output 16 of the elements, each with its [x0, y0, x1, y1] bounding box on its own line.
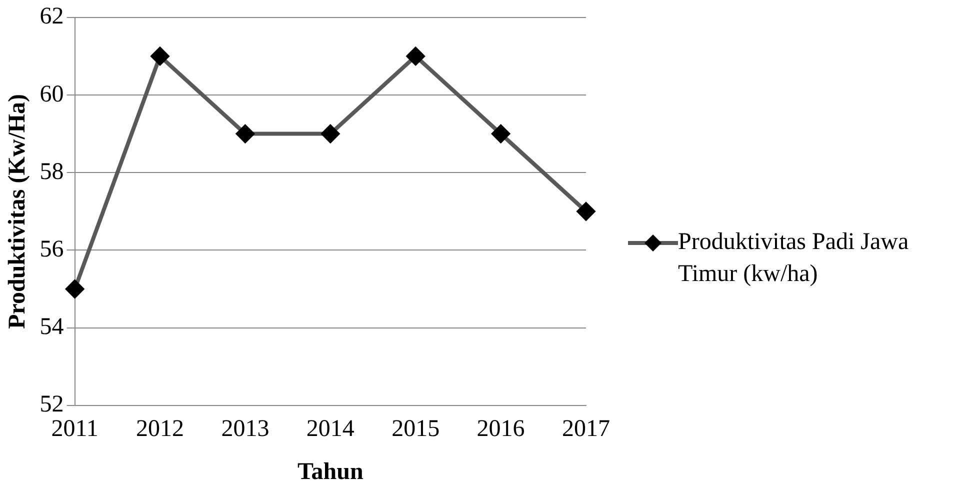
x-tick-label: 2015	[392, 416, 440, 442]
legend-label: Produktivitas Padi Jawa Timur (kw/ha)	[678, 228, 910, 289]
x-tick-label: 2016	[476, 416, 525, 442]
x-tick-label: 2012	[136, 416, 184, 442]
x-tick-label: 2013	[221, 416, 270, 442]
x-tick-label: 2017	[562, 416, 610, 442]
x-axis-title: Tahun	[297, 458, 364, 485]
y-tick-label: 58	[40, 158, 64, 185]
x-tick-label: 2014	[306, 416, 354, 442]
y-axis-title: Produktivitas (Kw/Ha)	[4, 94, 31, 329]
y-tick-label: 62	[40, 4, 64, 30]
y-tick-label: 54	[40, 314, 64, 340]
y-tick-label: 56	[40, 236, 64, 262]
x-tick-label: 2011	[51, 416, 98, 442]
y-tick-label: 60	[40, 81, 64, 108]
y-tick-label: 52	[40, 392, 64, 418]
